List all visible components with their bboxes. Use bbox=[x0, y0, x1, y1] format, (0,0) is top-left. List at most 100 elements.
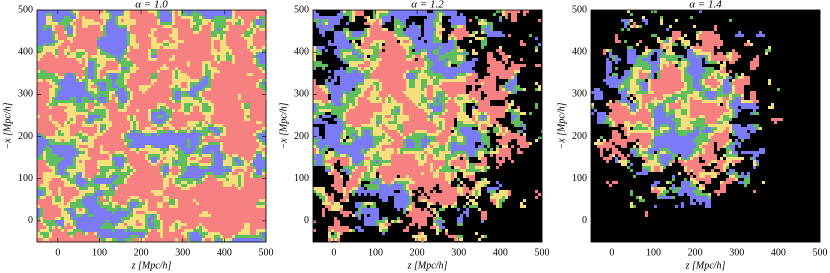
map-pixel bbox=[100, 64, 106, 67]
map-pixel bbox=[103, 31, 106, 34]
map-pixel bbox=[636, 148, 639, 151]
map-pixel bbox=[118, 109, 127, 112]
map-pixel bbox=[106, 55, 115, 58]
map-pixel bbox=[690, 61, 702, 64]
map-pixel bbox=[633, 145, 636, 148]
map-pixel bbox=[85, 172, 97, 175]
map-pixel bbox=[340, 211, 352, 214]
map-pixel bbox=[43, 49, 55, 52]
map-pixel bbox=[409, 184, 436, 187]
map-pixel bbox=[744, 88, 777, 91]
map-pixel bbox=[325, 91, 328, 94]
map-pixel bbox=[436, 100, 439, 103]
map-pixel bbox=[609, 112, 630, 115]
map-pixel bbox=[100, 100, 106, 103]
map-pixel bbox=[70, 217, 73, 220]
map-pixel bbox=[663, 100, 675, 103]
map-pixel bbox=[717, 25, 820, 28]
map-pixel bbox=[199, 166, 208, 169]
map-pixel bbox=[765, 52, 768, 55]
map-pixel bbox=[355, 190, 394, 193]
map-pixel bbox=[732, 139, 735, 142]
map-pixel bbox=[487, 166, 490, 169]
map-pixel bbox=[169, 130, 172, 133]
map-pixel bbox=[591, 37, 615, 40]
map-pixel bbox=[358, 166, 367, 169]
map-pixel bbox=[591, 28, 621, 31]
map-pixel bbox=[151, 52, 157, 55]
map-pixel bbox=[205, 67, 208, 70]
map-pixel bbox=[454, 166, 460, 169]
map-pixel bbox=[37, 193, 43, 196]
map-pixel bbox=[678, 64, 681, 67]
map-pixel bbox=[313, 70, 328, 73]
map-pixel bbox=[169, 226, 175, 229]
map-pixel bbox=[49, 235, 52, 238]
map-pixel bbox=[609, 85, 618, 88]
map-pixel bbox=[487, 127, 493, 130]
map-pixel bbox=[346, 121, 370, 124]
map-pixel bbox=[394, 97, 409, 100]
map-pixel bbox=[151, 112, 166, 115]
map-pixel bbox=[133, 115, 136, 118]
map-pixel bbox=[70, 10, 73, 13]
map-pixel bbox=[406, 208, 412, 211]
map-pixel bbox=[612, 64, 633, 67]
map-pixel bbox=[139, 238, 145, 241]
map-pixel bbox=[403, 112, 427, 115]
map-pixel bbox=[64, 229, 67, 232]
map-pixel bbox=[771, 49, 820, 52]
map-pixel bbox=[732, 133, 735, 136]
map-pixel bbox=[591, 127, 621, 130]
map-pixel bbox=[244, 226, 250, 229]
map-pixel bbox=[424, 190, 430, 193]
map-pixel bbox=[202, 22, 208, 25]
map-pixel bbox=[211, 88, 262, 91]
map-pixel bbox=[427, 94, 433, 97]
map-pixel bbox=[445, 91, 466, 94]
map-pixel bbox=[672, 34, 681, 37]
map-pixel bbox=[76, 115, 85, 118]
map-pixel bbox=[361, 91, 364, 94]
map-pixel bbox=[433, 82, 439, 85]
map-pixel bbox=[43, 220, 55, 223]
map-pixel bbox=[493, 130, 499, 133]
map-pixel bbox=[136, 70, 157, 73]
map-pixel bbox=[43, 148, 52, 151]
map-pixel bbox=[496, 199, 499, 202]
map-pixel bbox=[702, 100, 723, 103]
map-pixel bbox=[606, 61, 612, 64]
map-pixel bbox=[373, 88, 376, 91]
map-pixel bbox=[256, 28, 259, 31]
map-pixel bbox=[651, 121, 654, 124]
map-pixel bbox=[37, 109, 64, 112]
map-pixel bbox=[94, 97, 97, 100]
map-pixel bbox=[427, 52, 433, 55]
map-pixel bbox=[334, 187, 343, 190]
map-pixel bbox=[681, 73, 684, 76]
map-pixel bbox=[433, 40, 442, 43]
map-pixel bbox=[229, 46, 247, 49]
map-pixel bbox=[457, 136, 463, 139]
map-pixel bbox=[250, 25, 253, 28]
map-pixel bbox=[672, 43, 678, 46]
map-pixel bbox=[391, 220, 394, 223]
map-pixel bbox=[630, 88, 639, 91]
map-pixel bbox=[64, 169, 67, 172]
map-pixel bbox=[193, 25, 199, 28]
map-pixel bbox=[127, 154, 145, 157]
map-pixel bbox=[693, 151, 696, 154]
map-pixel bbox=[43, 223, 46, 226]
map-pixel bbox=[247, 43, 253, 46]
map-pixel bbox=[678, 127, 687, 130]
map-pixel bbox=[103, 190, 115, 193]
map-pixel bbox=[606, 58, 609, 61]
map-pixel bbox=[400, 208, 403, 211]
map-pixel bbox=[511, 112, 520, 115]
map-pixel bbox=[340, 67, 343, 70]
map-pixel bbox=[415, 43, 454, 46]
map-pixel bbox=[382, 127, 388, 130]
map-pixel bbox=[520, 40, 523, 43]
map-pixel bbox=[717, 118, 723, 121]
map-pixel bbox=[172, 112, 184, 115]
